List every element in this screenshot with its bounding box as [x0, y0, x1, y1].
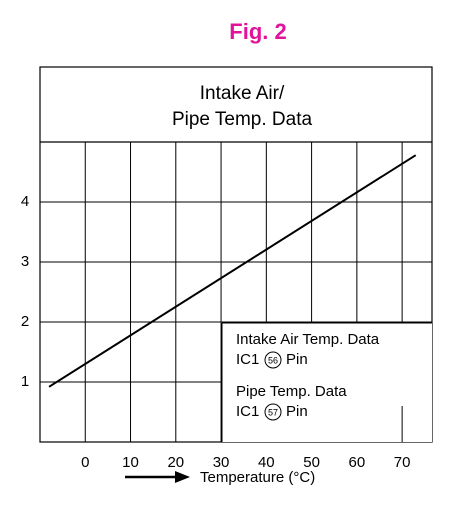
y-tick-label: 1: [21, 373, 29, 390]
y-tick-label: 2: [21, 313, 29, 330]
x-tick-label: 40: [258, 454, 275, 471]
note-pin: 57: [268, 407, 278, 417]
x-tick-label: 20: [167, 454, 184, 471]
x-tick-label: 50: [303, 454, 320, 471]
y-tick-label: 4: [21, 193, 29, 210]
pin-circle: [264, 403, 282, 421]
x-axis-arrow-head: [175, 471, 190, 483]
box-title: Intake Air/: [200, 83, 285, 104]
note-suffix: Pin: [286, 351, 308, 368]
y-tick-label: 3: [21, 253, 29, 270]
x-tick-label: 70: [394, 454, 411, 471]
pin-circle: [264, 351, 282, 369]
legend-box: [222, 323, 432, 442]
note-pin: 56: [268, 355, 278, 365]
box-title: Pipe Temp. Data: [172, 109, 313, 130]
note-chip: IC1: [236, 351, 259, 368]
x-axis-label: Temperature (°C): [200, 469, 315, 486]
x-tick-label: 30: [213, 454, 230, 471]
notes: Intake Air Temp. Data IC1 56 Pin Pipe Temp. …: [236, 331, 403, 442]
note-text: Intake Air Temp. Data: [236, 331, 380, 348]
note-chip: IC1: [236, 403, 259, 420]
note-text: Pipe Temp. Data: [236, 383, 347, 400]
chart-title: Fig. 2: [229, 19, 286, 44]
data-line: [48, 154, 417, 388]
x-tick-label: 0: [81, 454, 89, 471]
x-tick-label: 60: [349, 454, 366, 471]
marks: [48, 154, 417, 388]
note-suffix: Pin: [286, 403, 308, 420]
x-tick-label: 10: [122, 454, 139, 471]
